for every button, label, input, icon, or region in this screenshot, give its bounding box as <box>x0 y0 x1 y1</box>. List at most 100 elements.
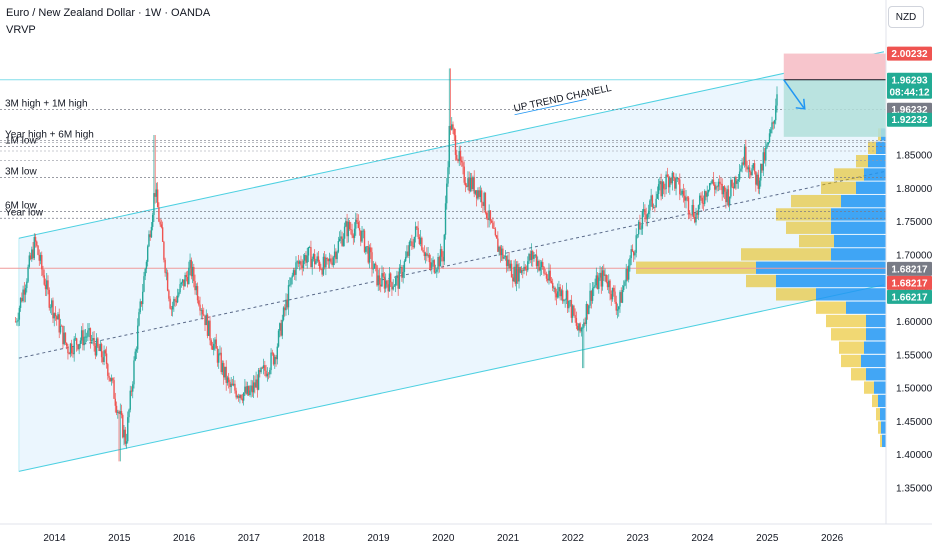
vp-bar-down <box>839 341 864 354</box>
candle-body <box>224 366 226 378</box>
candle-body <box>730 179 732 197</box>
candle-body <box>115 405 118 413</box>
candle-body <box>579 323 581 332</box>
currency-selector[interactable]: NZD <box>888 6 924 28</box>
candle-body <box>514 266 517 284</box>
short-position-tool[interactable] <box>783 53 886 137</box>
vp-bar-down <box>872 394 878 408</box>
candle-body <box>474 190 477 194</box>
candle-body <box>459 150 462 161</box>
candle-body <box>26 281 28 289</box>
candle-body <box>330 258 332 263</box>
candle-body <box>199 304 201 311</box>
level-label: 1M low <box>5 135 37 146</box>
candle-body <box>644 209 646 215</box>
candle-body <box>351 229 353 236</box>
candle-body <box>487 218 489 221</box>
symbol-title[interactable]: Euro / New Zealand Dollar · 1W · OANDA <box>6 7 211 19</box>
direction-arrow <box>783 79 805 109</box>
vp-bar-down <box>878 421 881 434</box>
candle-body <box>646 214 649 220</box>
candle-body <box>128 409 130 418</box>
candle-body <box>671 172 674 184</box>
candle-body <box>24 288 27 295</box>
candle-body <box>588 305 590 314</box>
candle-body <box>241 398 244 401</box>
candle-body <box>606 282 609 288</box>
candle-body <box>70 343 73 354</box>
candle-body <box>406 251 408 258</box>
candle-body <box>72 353 74 355</box>
candle-body <box>183 279 185 287</box>
vp-bar-down <box>851 368 866 381</box>
vp-bar-down <box>834 168 864 181</box>
candle-body <box>762 152 764 171</box>
candle-body <box>285 299 287 311</box>
candle-body <box>720 183 722 185</box>
candle-body <box>640 228 642 230</box>
candle-body <box>51 300 53 308</box>
candle-body <box>443 234 445 262</box>
candle-body <box>213 343 215 350</box>
candle-body <box>166 272 169 291</box>
candle-body <box>745 146 747 167</box>
candle-body <box>161 227 164 242</box>
candle-body <box>492 222 494 229</box>
vp-bar-up <box>882 434 886 448</box>
candle-body <box>42 269 44 276</box>
time-axis[interactable]: 2014 2015 2016 2017 2018 2019 2020 2021 2022 2023… <box>43 533 843 544</box>
candle-body <box>432 260 434 263</box>
candle-body <box>165 272 168 274</box>
candle-body <box>610 294 612 300</box>
x-tick-label: 2020 <box>432 533 455 544</box>
candle-body <box>645 214 647 220</box>
candle-body <box>336 251 338 260</box>
candle-body <box>117 411 119 413</box>
candle-body <box>442 256 444 262</box>
candle-body <box>274 356 276 365</box>
level-label: 3M low <box>5 167 37 178</box>
candle-body <box>621 290 624 303</box>
candle-body <box>439 249 442 267</box>
candle-body <box>681 190 683 195</box>
candle-body <box>624 281 626 286</box>
candle-body <box>391 282 393 290</box>
candle-body <box>494 228 497 236</box>
candle-body <box>401 266 403 278</box>
price-tag-bg <box>887 46 932 61</box>
candle-body <box>484 192 487 213</box>
y-tick-label: 1.60000 <box>896 317 932 328</box>
candle-body <box>168 290 170 299</box>
candle-body <box>140 301 143 305</box>
candle-body <box>772 122 774 124</box>
candle-body <box>122 415 124 438</box>
candle-body <box>331 262 333 265</box>
candle-body <box>170 308 173 310</box>
candle-body <box>297 261 300 264</box>
candle-body <box>266 373 269 377</box>
candle-body <box>571 305 574 318</box>
candle-body <box>232 383 235 386</box>
x-tick-label: 2017 <box>238 533 261 544</box>
candle-body <box>412 245 414 248</box>
candle-body <box>637 221 640 235</box>
candle-body <box>469 177 472 192</box>
y-tick-label: 1.50000 <box>896 384 932 395</box>
candle-body <box>361 231 363 242</box>
x-tick-label: 2024 <box>691 533 714 544</box>
candle-body <box>348 221 351 230</box>
candle-body <box>699 195 701 206</box>
candle-body <box>52 300 54 319</box>
candle-body <box>533 255 535 259</box>
candle-body <box>746 166 748 170</box>
candle-body <box>235 390 237 398</box>
candle-body <box>203 314 205 316</box>
candle-body <box>315 261 317 265</box>
candle-body <box>49 307 52 309</box>
candle-body <box>613 287 615 292</box>
candle-body <box>490 220 493 223</box>
candle-body <box>632 251 635 256</box>
indicator-label[interactable]: VRVP <box>6 24 36 36</box>
candle-body <box>464 182 467 186</box>
